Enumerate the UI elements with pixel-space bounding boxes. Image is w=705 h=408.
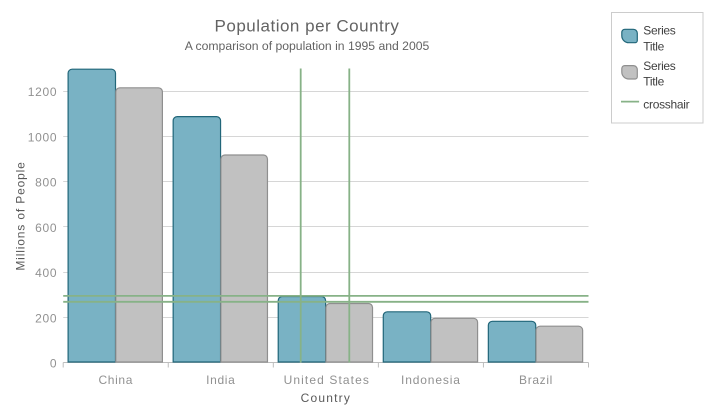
svg-text:400: 400 [35, 266, 57, 280]
svg-text:1000: 1000 [28, 131, 58, 145]
svg-text:India: India [206, 373, 235, 387]
svg-text:Millions of People: Millions of People [14, 161, 28, 270]
svg-text:Title: Title [643, 75, 664, 89]
svg-text:600: 600 [35, 221, 57, 235]
svg-text:800: 800 [35, 176, 57, 190]
svg-text:United States: United States [284, 373, 370, 387]
svg-text:Brazil: Brazil [519, 373, 553, 387]
svg-text:Population per Country: Population per Country [215, 17, 400, 36]
svg-text:A comparison of population in: A comparison of population in 1995 and 2… [185, 39, 430, 53]
svg-text:1200: 1200 [28, 85, 58, 99]
svg-text:Country: Country [301, 391, 351, 405]
svg-text:crosshair: crosshair [643, 98, 689, 112]
svg-text:Title: Title [643, 39, 664, 53]
svg-text:China: China [98, 373, 133, 387]
svg-text:0: 0 [50, 357, 57, 371]
svg-text:Indonesia: Indonesia [401, 373, 461, 387]
svg-text:200: 200 [35, 311, 57, 325]
svg-text:Series: Series [643, 24, 676, 38]
svg-text:Series: Series [643, 59, 676, 73]
